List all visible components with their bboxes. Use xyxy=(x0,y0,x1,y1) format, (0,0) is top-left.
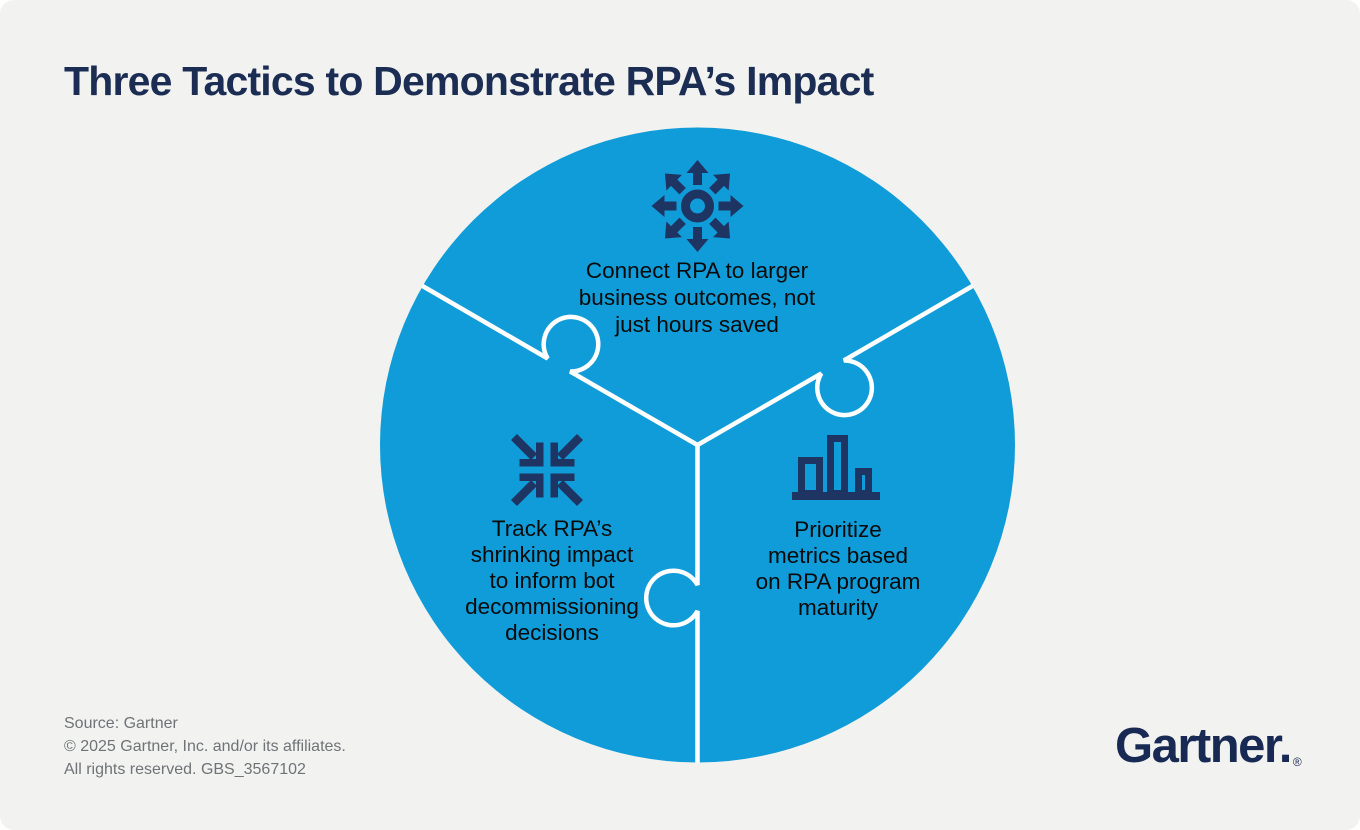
registered-trademark-icon: ® xyxy=(1292,755,1302,769)
puzzle-dividers xyxy=(421,284,974,763)
rights-line: All rights reserved. GBS_3567102 xyxy=(64,761,306,778)
bar-chart-icon xyxy=(792,435,880,500)
expand-arrows-icon xyxy=(651,160,744,252)
gartner-logo-text: Gartner. xyxy=(1115,719,1292,773)
divider-upper-left xyxy=(421,284,699,447)
page-title: Three Tactics to Demonstrate RPA’s Impac… xyxy=(64,58,874,104)
tactic-right-label: Prioritize metrics based on RPA program … xyxy=(755,517,921,620)
divider-upper-right xyxy=(696,284,974,447)
gartner-logo: Gartner. ® xyxy=(1115,722,1302,771)
tactic-left-label: Track RPA’s shrinking impact to inform b… xyxy=(465,516,639,645)
source-note: Source: Gartner © 2025 Gartner, Inc. and… xyxy=(64,712,346,781)
source-line: Source: Gartner xyxy=(64,715,178,732)
converge-arrows-icon xyxy=(510,433,584,507)
copyright-line: © 2025 Gartner, Inc. and/or its affiliat… xyxy=(64,738,346,755)
tactic-top-label: Connect RPA to larger business outcomes,… xyxy=(578,258,816,337)
divider-bottom xyxy=(643,445,700,763)
